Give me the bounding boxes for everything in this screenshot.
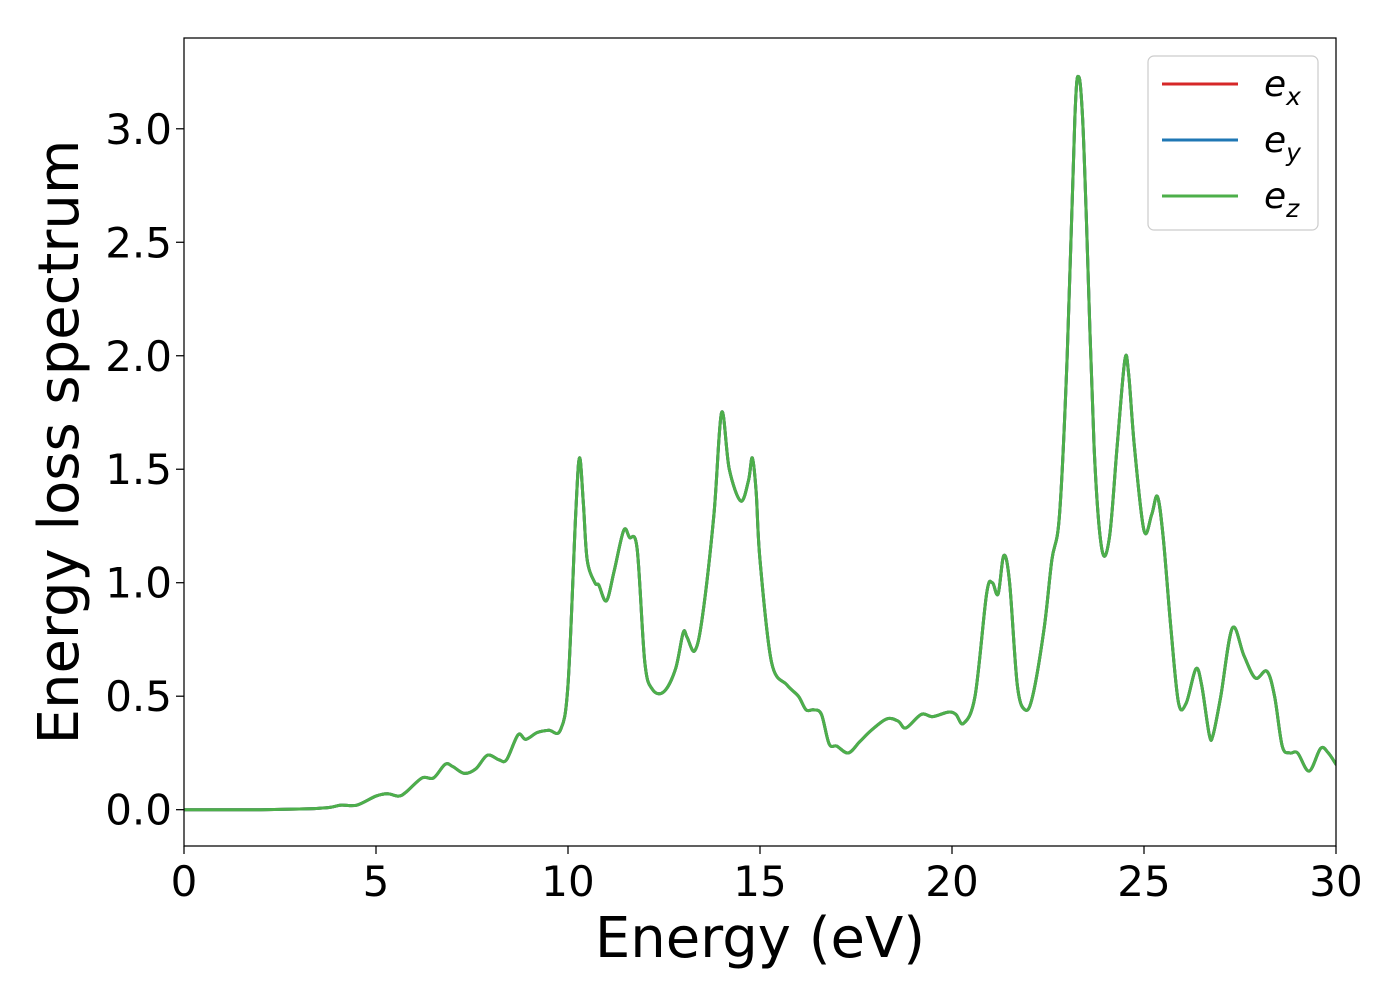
x-axis-ticks: 0 5 10 15 20 25 30 (171, 846, 1363, 906)
x-tick-label: 30 (1309, 857, 1362, 906)
x-tick-label: 20 (925, 857, 978, 906)
x-axis-label: Energy (eV) (595, 906, 925, 971)
y-tick-label: 1.5 (105, 445, 172, 494)
legend: ex ey ez (1147, 55, 1319, 231)
y-tick-label: 1.0 (105, 559, 172, 608)
x-tick-label: 25 (1117, 857, 1170, 906)
series-layer (184, 74, 1336, 812)
y-tick-label: 3.0 (105, 105, 172, 154)
x-tick-label: 10 (541, 857, 594, 906)
legend-box (1147, 55, 1319, 231)
y-tick-label: 2.0 (105, 332, 172, 381)
x-tick-label: 0 (171, 857, 198, 906)
y-axis-ticks: 0.0 0.5 1.0 1.5 2.0 2.5 3.0 (105, 105, 184, 835)
legend-entries: ex ey ez (1162, 64, 1302, 223)
y-axis-label: Energy loss spectrum (27, 140, 92, 745)
series-line-ez (184, 74, 1336, 812)
y-tick-label: 0.0 (105, 786, 172, 835)
x-tick-label: 5 (363, 857, 390, 906)
legend-label-ey: ey (1264, 120, 1302, 167)
legend-label-ez: ez (1264, 176, 1300, 223)
legend-label-ex: ex (1264, 64, 1301, 111)
x-tick-label: 15 (733, 857, 786, 906)
y-tick-label: 0.5 (105, 672, 172, 721)
y-tick-label: 2.5 (105, 218, 172, 267)
